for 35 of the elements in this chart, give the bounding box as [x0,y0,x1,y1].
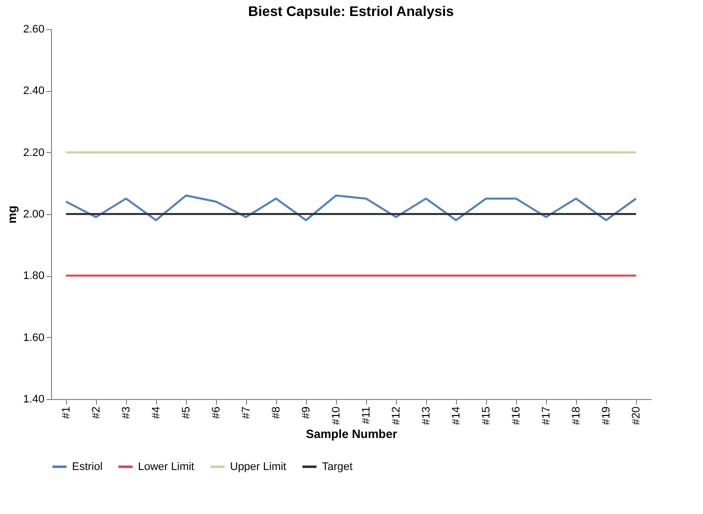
x-tick-label: #1 [60,406,72,419]
y-tick-label: 2.20 [23,146,44,159]
x-tick-label: #11 [360,406,372,424]
x-tick-label: #12 [390,406,402,425]
x-tick-label: #16 [510,406,522,425]
x-tick-label: #20 [630,406,642,425]
x-tick-label: #8 [270,406,282,419]
y-tick-label: 1.80 [23,270,44,282]
x-tick-label: #17 [540,406,552,425]
x-tick-label: #15 [480,406,492,425]
x-tick-label: #19 [600,406,612,425]
x-tick-label: #3 [120,406,132,419]
y-tick-label: 2.60 [23,24,44,36]
legend-label: Estriol [72,460,103,473]
y-axis-title: mg [5,206,20,224]
y-tick-label: 1.60 [23,332,44,344]
y-tick-label: 1.40 [23,394,44,406]
y-tick-label: 2.00 [23,208,44,220]
x-tick-label: #6 [210,406,222,419]
x-tick-label: #14 [450,406,462,425]
legend-label: Target [322,460,353,473]
x-tick-label: #9 [300,406,312,419]
x-axis-title: Sample Number [306,426,398,441]
chart-title: Biest Capsule: Estriol Analysis [248,3,454,19]
y-tick-label: 2.40 [23,85,44,98]
x-tick-label: #4 [150,406,162,419]
line-series [65,194,637,222]
x-tick-label: #5 [180,406,192,419]
x-tick-label: #10 [330,406,342,425]
x-tick-label: #13 [420,406,432,425]
x-tick-label: #7 [240,406,252,419]
x-tick-label: #2 [90,406,102,419]
legend-label: Upper Limit [230,460,286,473]
legend-label: Lower Limit [138,460,194,473]
x-tick-label: #18 [570,406,582,425]
